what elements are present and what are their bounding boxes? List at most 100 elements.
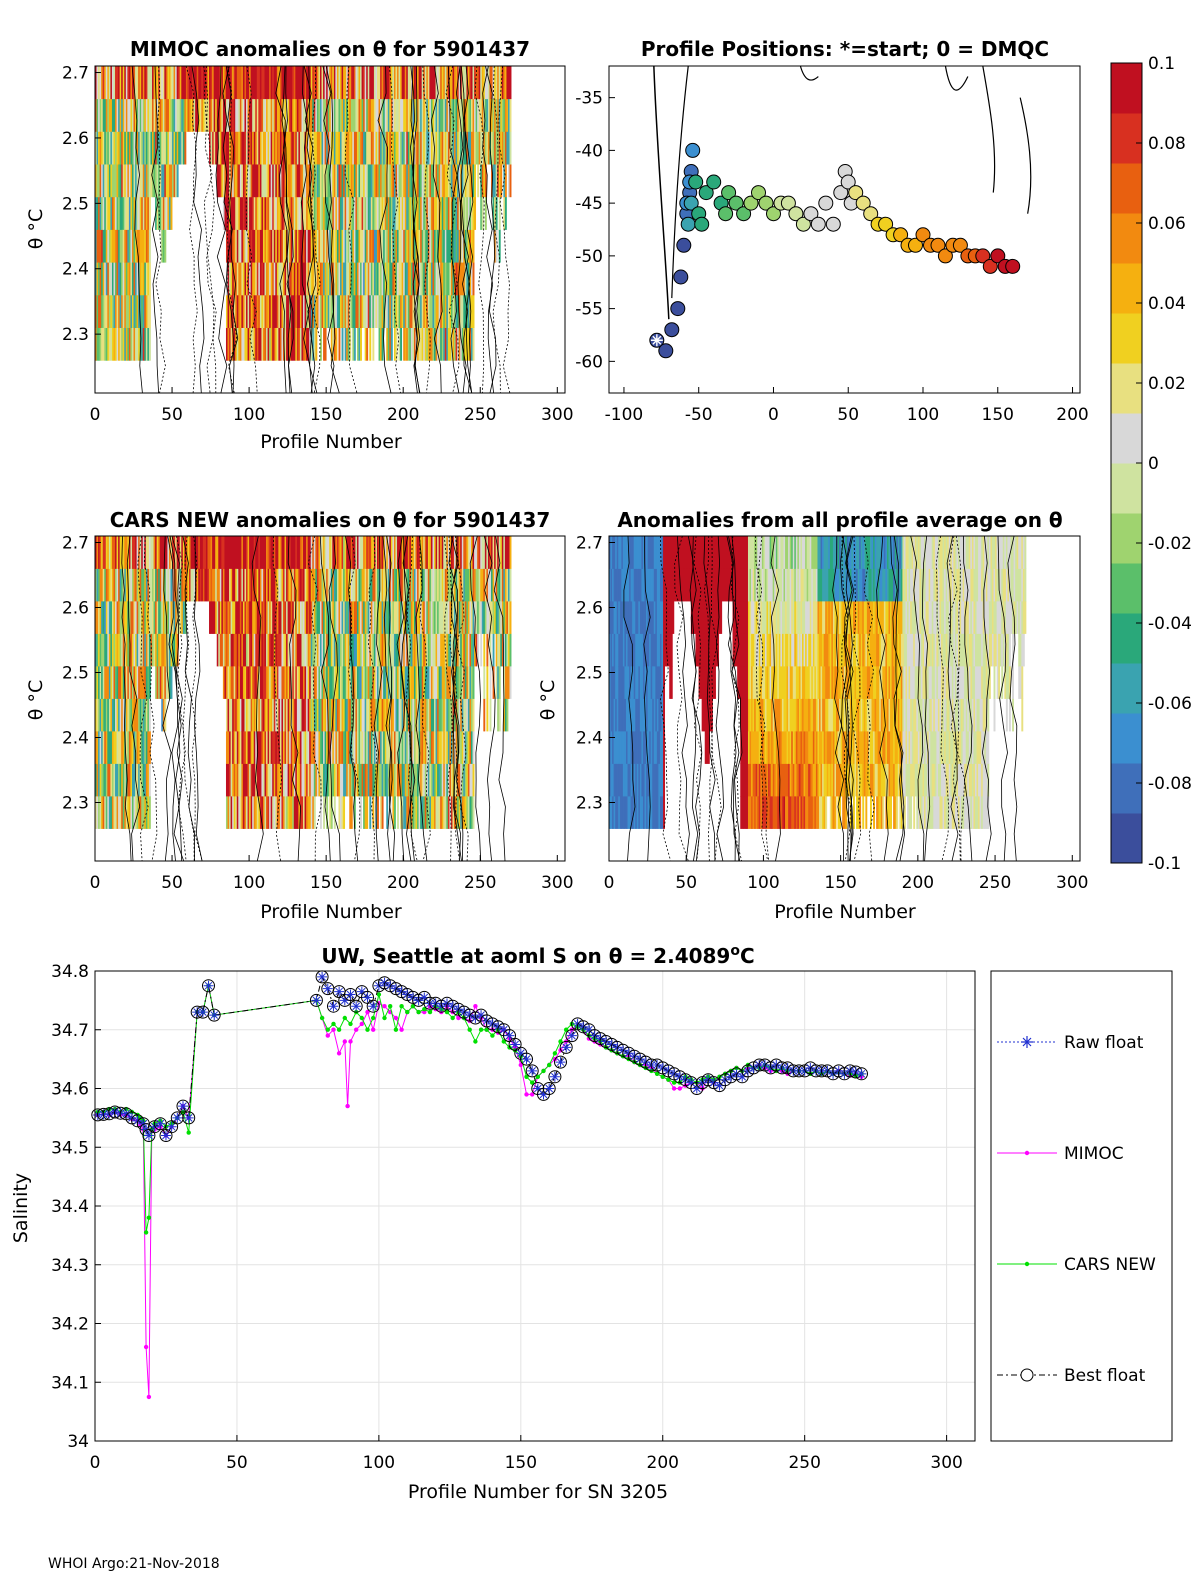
anomaly-cell bbox=[400, 731, 403, 764]
anomaly-cell bbox=[242, 666, 245, 699]
anomaly-cell bbox=[219, 536, 222, 569]
anomaly-cell bbox=[113, 294, 116, 328]
y-tick-label: 2.4 bbox=[62, 729, 89, 749]
anomaly-cell bbox=[443, 229, 446, 263]
anomaly-cell bbox=[658, 763, 661, 797]
anomaly-cell bbox=[500, 601, 503, 634]
anomaly-cell bbox=[212, 536, 215, 569]
anomaly-cell bbox=[227, 698, 230, 732]
anomaly-cell bbox=[350, 601, 353, 634]
anomaly-cell bbox=[659, 731, 662, 764]
anomaly-cell bbox=[743, 601, 746, 634]
anomaly-cell bbox=[115, 666, 117, 699]
anomaly-cell bbox=[299, 294, 302, 328]
anomaly-cell bbox=[418, 196, 421, 230]
anomaly-cell bbox=[315, 731, 318, 764]
anomaly-cell bbox=[449, 229, 452, 263]
anomaly-cell bbox=[392, 633, 395, 667]
anomaly-cell bbox=[372, 568, 375, 602]
anomaly-cell bbox=[407, 796, 410, 829]
anomaly-cell bbox=[413, 131, 416, 165]
anomaly-cell bbox=[487, 66, 490, 100]
anomaly-cell bbox=[446, 698, 449, 732]
anomaly-cell bbox=[141, 698, 144, 732]
anomaly-cell bbox=[449, 66, 452, 100]
anomaly-cell bbox=[663, 601, 665, 634]
anomaly-cell bbox=[138, 633, 141, 667]
anomaly-cell bbox=[397, 796, 399, 829]
anomaly-cell bbox=[209, 131, 211, 165]
anomaly-cell bbox=[358, 294, 361, 328]
anomaly-cell bbox=[509, 66, 512, 100]
anomaly-cell bbox=[367, 294, 370, 328]
anomaly-cell bbox=[125, 633, 128, 667]
anomaly-cell bbox=[281, 666, 284, 699]
anomaly-cell bbox=[185, 98, 188, 132]
anomaly-cell bbox=[99, 229, 102, 263]
anomaly-cell bbox=[224, 196, 227, 230]
anomaly-cell bbox=[386, 633, 389, 667]
anomaly-cell bbox=[460, 262, 463, 296]
anomaly-cell bbox=[267, 666, 270, 699]
anomaly-cell bbox=[435, 98, 438, 132]
anomaly-cell bbox=[377, 66, 379, 100]
anomaly-cell bbox=[258, 196, 261, 230]
anomaly-cell bbox=[507, 666, 510, 699]
anomaly-cell bbox=[655, 568, 658, 602]
anomaly-cell bbox=[278, 568, 281, 602]
anomaly-cell bbox=[355, 731, 358, 764]
anomaly-cell bbox=[452, 327, 455, 361]
anomaly-cell bbox=[504, 536, 507, 569]
anomaly-cell bbox=[407, 633, 410, 667]
anomaly-cell bbox=[429, 536, 432, 569]
anomaly-cell bbox=[258, 666, 261, 699]
anomaly-cell bbox=[170, 196, 173, 230]
anomaly-cell bbox=[264, 66, 267, 100]
anomaly-cell bbox=[495, 164, 498, 198]
theta-contour bbox=[389, 65, 401, 394]
anomaly-cell bbox=[363, 698, 366, 732]
anomaly-cell bbox=[363, 294, 366, 328]
anomaly-cell bbox=[384, 131, 387, 165]
anomaly-cell bbox=[452, 796, 455, 829]
anomaly-cell bbox=[438, 666, 441, 699]
anomaly-cell bbox=[609, 601, 611, 634]
anomaly-cell bbox=[636, 536, 639, 569]
anomaly-cell bbox=[270, 262, 273, 296]
anomaly-cell bbox=[409, 294, 412, 328]
anomaly-cell bbox=[108, 327, 111, 361]
anomaly-cell bbox=[283, 731, 285, 764]
anomaly-cell bbox=[378, 666, 381, 699]
anomaly-cell bbox=[497, 666, 500, 699]
anomaly-cell bbox=[272, 568, 275, 602]
anomaly-cell bbox=[145, 164, 148, 198]
anomaly-cell bbox=[421, 262, 424, 296]
anomaly-cell bbox=[216, 568, 219, 602]
anomaly-cell bbox=[118, 796, 121, 829]
anomaly-cell bbox=[381, 601, 384, 634]
anomaly-cell bbox=[96, 66, 99, 100]
anomaly-cell bbox=[256, 796, 259, 829]
anomaly-cell bbox=[293, 196, 296, 230]
anomaly-cell bbox=[118, 568, 121, 602]
anomaly-cell bbox=[475, 568, 478, 602]
anomaly-cell bbox=[363, 763, 366, 797]
anomaly-cell bbox=[252, 633, 255, 667]
anomaly-cell bbox=[410, 229, 413, 263]
anomaly-cell bbox=[296, 66, 299, 100]
anomaly-cell bbox=[278, 131, 281, 165]
anomaly-cell bbox=[464, 164, 467, 198]
anomaly-cell bbox=[147, 666, 150, 699]
anomaly-cell bbox=[619, 633, 622, 667]
anomaly-cell bbox=[281, 698, 284, 732]
anomaly-cell bbox=[318, 568, 321, 602]
theta-contour bbox=[328, 535, 341, 862]
anomaly-cell bbox=[295, 536, 298, 569]
anomaly-cell bbox=[471, 568, 473, 602]
anomaly-cell bbox=[115, 698, 117, 732]
anomaly-cell bbox=[457, 536, 460, 569]
anomaly-cell bbox=[481, 568, 484, 602]
anomaly-cell bbox=[269, 327, 272, 361]
anomaly-cell bbox=[390, 568, 393, 602]
anomaly-cell bbox=[340, 666, 342, 699]
